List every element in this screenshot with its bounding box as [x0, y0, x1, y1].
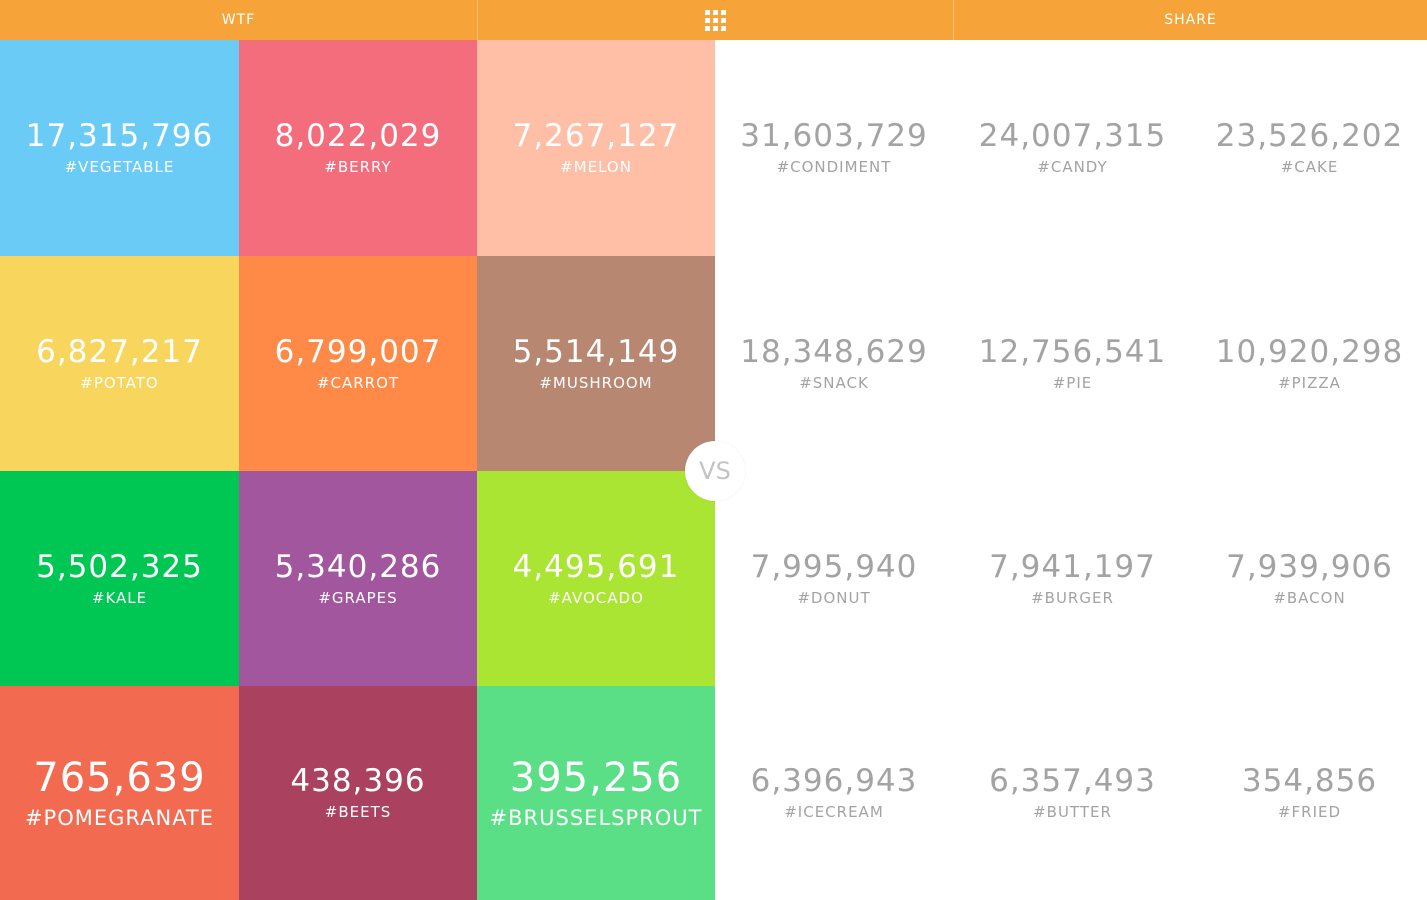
tile-tag: #BUTTER	[1033, 803, 1112, 821]
tile-tag: #CARROT	[316, 373, 400, 392]
tile-count: 4,495,691	[512, 548, 680, 585]
tile-tag: #BRUSSELSPROUT	[489, 805, 703, 830]
junk-tile[interactable]: 23,526,202 #CAKE	[1192, 40, 1427, 256]
tile-tag: #BERRY	[324, 158, 392, 176]
tile-count: 8,022,029	[274, 118, 442, 154]
tile-count: 12,756,541	[978, 333, 1167, 370]
tile-count: 438,396	[290, 763, 426, 799]
tile-count: 10,920,298	[1215, 333, 1404, 370]
tile-tag: #POTATO	[80, 373, 159, 392]
wtf-label: WTF	[221, 12, 256, 28]
tile-tag: #VEGETABLE	[64, 158, 175, 176]
junk-tile[interactable]: 7,941,197 #BURGER	[953, 471, 1192, 686]
share-button[interactable]: SHARE	[953, 0, 1427, 40]
junk-tile[interactable]: 354,856 #FRIED	[1192, 686, 1427, 900]
veggie-tile[interactable]: 6,827,217 #POTATO	[0, 256, 239, 471]
tile-count: 6,827,217	[36, 333, 203, 370]
vs-label: VS	[699, 457, 731, 485]
tile-count: 7,941,197	[989, 548, 1156, 585]
grid-icon	[705, 9, 726, 31]
tile-count: 5,514,149	[512, 333, 680, 370]
tile-tag: #PIE	[1052, 373, 1093, 392]
junk-tile[interactable]: 24,007,315 #CANDY	[953, 40, 1192, 256]
veggie-tile[interactable]: 4,495,691 #AVOCADO	[477, 471, 715, 686]
tile-count: 395,256	[509, 754, 683, 801]
junk-tile[interactable]: 6,357,493 #BUTTER	[953, 686, 1192, 900]
tile-count: 6,799,007	[274, 333, 442, 370]
veggie-tile[interactable]: 5,514,149 #MUSHROOM	[477, 256, 715, 471]
tile-tag: #CANDY	[1037, 158, 1108, 176]
tile-tag: #KALE	[91, 588, 148, 607]
tile-count: 7,267,127	[512, 118, 680, 154]
tile-count: 7,939,906	[1226, 548, 1393, 585]
junk-tile[interactable]: 18,348,629 #SNACK	[715, 256, 953, 471]
tile-tag: #CAKE	[1280, 158, 1339, 176]
tile-count: 5,340,286	[274, 548, 442, 585]
tile-count: 5,502,325	[36, 548, 203, 585]
tile-count: 18,348,629	[740, 333, 928, 370]
share-label: SHARE	[1164, 12, 1217, 28]
tile-tag: #ICECREAM	[784, 803, 884, 821]
tile-tag: #FRIED	[1277, 803, 1342, 821]
tile-tag: #POMEGRANATE	[24, 805, 215, 830]
tile-count: 23,526,202	[1215, 118, 1404, 154]
tile-count: 354,856	[1241, 763, 1378, 799]
tile-tag: #BURGER	[1031, 588, 1114, 607]
junk-tile[interactable]: 10,920,298 #PIZZA	[1192, 256, 1427, 471]
tile-tag: #CONDIMENT	[776, 158, 892, 176]
tile-tag: #BEETS	[324, 803, 392, 821]
tile-count: 765,639	[33, 754, 206, 801]
tile-tag: #SNACK	[799, 373, 869, 392]
junk-tile[interactable]: 7,939,906 #BACON	[1192, 471, 1427, 686]
wtf-button[interactable]: WTF	[0, 0, 477, 40]
tile-tag: #BACON	[1273, 588, 1346, 607]
tile-tag: #AVOCADO	[548, 588, 644, 607]
veggie-tile[interactable]: 7,267,127 #MELON	[477, 40, 715, 256]
tile-tag: #MUSHROOM	[539, 373, 653, 392]
tile-tag: #MELON	[560, 158, 632, 176]
tile-count: 17,315,796	[25, 118, 214, 154]
vs-badge: VS	[685, 441, 745, 501]
veggie-tile[interactable]: 8,022,029 #BERRY	[239, 40, 477, 256]
veggie-tile[interactable]: 5,502,325 #KALE	[0, 471, 239, 686]
grid-menu-button[interactable]	[477, 0, 953, 40]
top-bar: WTF SHARE	[0, 0, 1427, 40]
tile-count: 24,007,315	[978, 118, 1167, 154]
tile-tag: #DONUT	[797, 588, 871, 607]
junk-tile[interactable]: 6,396,943 #ICECREAM	[715, 686, 953, 900]
tag-board: 17,315,796 #VEGETABLE 8,022,029 #BERRY 7…	[0, 40, 1427, 900]
tile-tag: #PIZZA	[1278, 373, 1341, 392]
veggie-tile[interactable]: 438,396 #BEETS	[239, 686, 477, 900]
veggie-tile[interactable]: 17,315,796 #VEGETABLE	[0, 40, 239, 256]
tile-count: 31,603,729	[740, 118, 928, 154]
veggie-tile[interactable]: 765,639 #POMEGRANATE	[0, 686, 239, 900]
junk-tile[interactable]: 12,756,541 #PIE	[953, 256, 1192, 471]
veggie-tile[interactable]: 6,799,007 #CARROT	[239, 256, 477, 471]
tile-count: 6,357,493	[989, 763, 1156, 799]
tile-count: 7,995,940	[750, 548, 918, 585]
junk-tile[interactable]: 31,603,729 #CONDIMENT	[715, 40, 953, 256]
tile-tag: #GRAPES	[318, 588, 398, 607]
veggie-tile[interactable]: 395,256 #BRUSSELSPROUT	[477, 686, 715, 900]
veggie-tile[interactable]: 5,340,286 #GRAPES	[239, 471, 477, 686]
junk-tile[interactable]: 7,995,940 #DONUT	[715, 471, 953, 686]
tile-count: 6,396,943	[750, 763, 918, 799]
